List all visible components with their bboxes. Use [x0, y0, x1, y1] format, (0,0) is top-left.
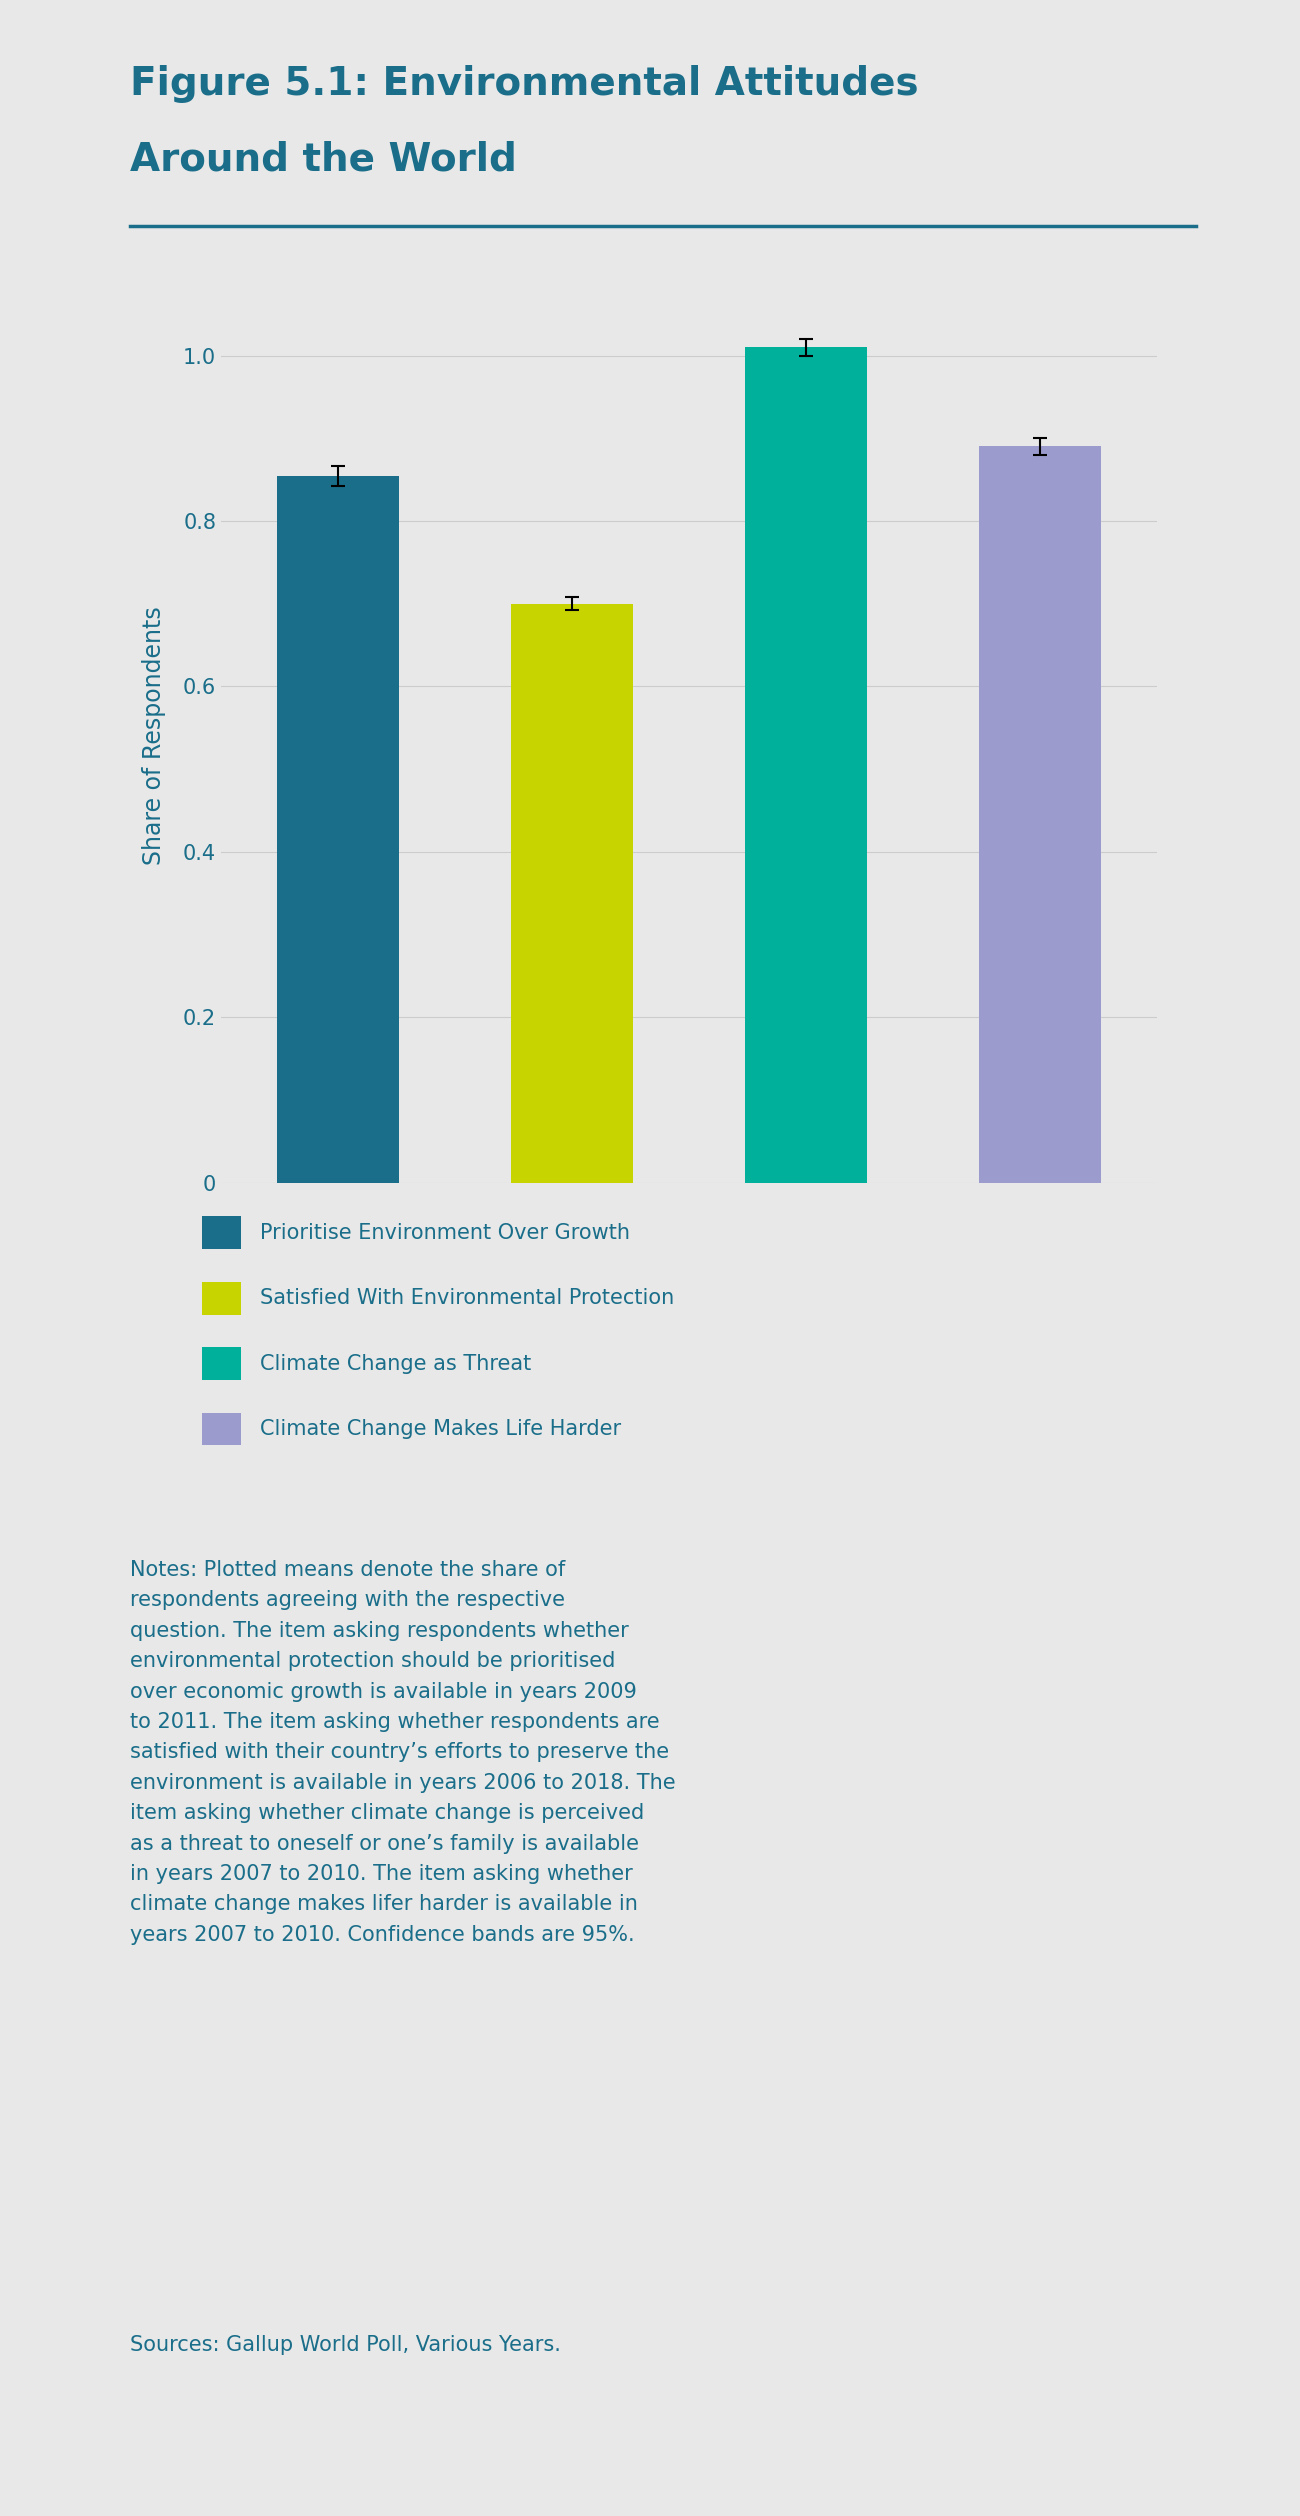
Text: Notes: Plotted means denote the share of
respondents agreeing with the respectiv: Notes: Plotted means denote the share of… — [130, 1560, 676, 1945]
Text: Prioritise Environment Over Growth: Prioritise Environment Over Growth — [260, 1223, 630, 1243]
Bar — [511, 604, 633, 1183]
Y-axis label: Share of Respondents: Share of Respondents — [142, 606, 166, 866]
Text: Figure 5.1: Environmental Attitudes: Figure 5.1: Environmental Attitudes — [130, 65, 919, 103]
Text: Climate Change as Threat: Climate Change as Threat — [260, 1354, 532, 1374]
Text: Around the World: Around the World — [130, 141, 517, 179]
Bar — [745, 347, 867, 1183]
Text: Satisfied With Environmental Protection: Satisfied With Environmental Protection — [260, 1288, 675, 1308]
Text: Sources: Gallup World Poll, Various Years.: Sources: Gallup World Poll, Various Year… — [130, 2335, 560, 2355]
Bar — [277, 476, 399, 1183]
Text: Climate Change Makes Life Harder: Climate Change Makes Life Harder — [260, 1419, 621, 1439]
Bar — [979, 445, 1101, 1183]
